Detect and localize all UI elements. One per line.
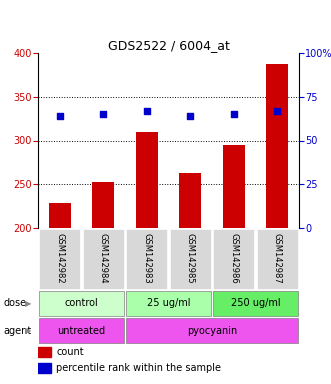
Point [188,113,193,119]
Text: count: count [56,347,84,357]
Bar [170,229,211,289]
Title: GDS2522 / 6004_at: GDS2522 / 6004_at [108,39,229,52]
Text: 25 ug/ml: 25 ug/ml [147,298,190,308]
Bar [136,132,158,228]
Bar [38,318,124,343]
Bar [179,173,201,228]
Text: percentile rank within the sample: percentile rank within the sample [56,363,221,373]
Text: GSM142986: GSM142986 [229,233,238,284]
Point [101,111,106,118]
Bar [83,229,124,289]
Bar [266,63,288,228]
Bar [38,347,51,357]
Bar [125,318,299,343]
Bar [213,229,254,289]
Point [57,113,63,119]
Text: GSM142982: GSM142982 [55,233,64,284]
Text: ▶: ▶ [25,299,31,308]
Text: pyocyanin: pyocyanin [187,326,237,336]
Point [231,111,236,118]
Text: GSM142985: GSM142985 [186,233,195,284]
Text: control: control [65,298,98,308]
Text: ▶: ▶ [25,326,31,335]
Text: GSM142984: GSM142984 [99,233,108,284]
Bar [38,291,124,316]
Text: untreated: untreated [58,326,106,336]
Bar [49,203,71,228]
Text: 250 ug/ml: 250 ug/ml [231,298,280,308]
Bar [125,291,212,316]
Bar [223,145,245,228]
Point [144,108,149,114]
Bar [39,229,80,289]
Bar [38,363,51,373]
Point [275,108,280,114]
Bar [213,291,299,316]
Text: GSM142987: GSM142987 [273,233,282,284]
Text: dose: dose [3,298,26,308]
Text: GSM142983: GSM142983 [142,233,151,284]
Text: agent: agent [3,326,31,336]
Bar [126,229,167,289]
Bar [92,182,114,228]
Bar [257,229,298,289]
